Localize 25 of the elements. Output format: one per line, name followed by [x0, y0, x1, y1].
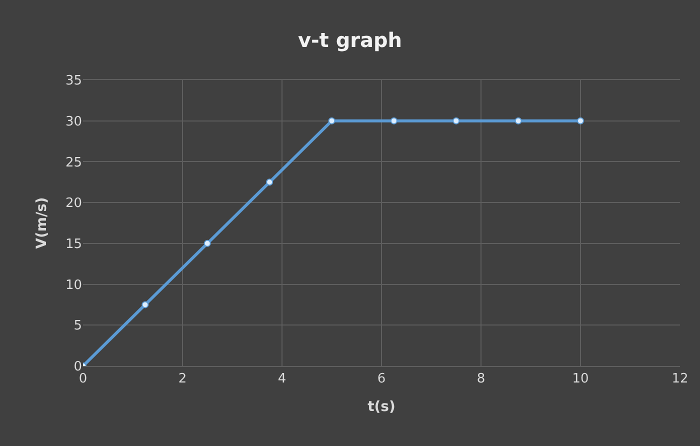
y-tick-label: 15 [65, 236, 82, 252]
x-tick-label: 12 [672, 372, 688, 387]
x-tick-label: 4 [278, 372, 286, 387]
y-tick-label: 20 [65, 196, 82, 212]
y-tick-label: 0 [74, 360, 82, 375]
point [514, 117, 522, 124]
y-tick-label: 5 [74, 318, 82, 334]
y-tick-label: 25 [65, 155, 82, 170]
y-tick-label: 35 [65, 74, 82, 89]
x-tick-label: 8 [476, 372, 486, 387]
point [452, 117, 460, 124]
y-tick-label: 30 [65, 114, 82, 130]
y-tick-label: 10 [65, 278, 82, 293]
x-axis-title: t(s) [368, 398, 396, 415]
point [390, 117, 398, 124]
point [577, 117, 584, 124]
y-axis-title: V(m/s) [34, 197, 50, 249]
point [266, 178, 274, 186]
x-tick-label: 10 [572, 372, 589, 387]
point [328, 117, 336, 124]
chart-title: v-t graph [298, 28, 402, 52]
x-tick-label: 6 [377, 372, 386, 387]
x-tick-label: 2 [178, 372, 187, 387]
point [204, 240, 211, 247]
point [142, 301, 149, 308]
